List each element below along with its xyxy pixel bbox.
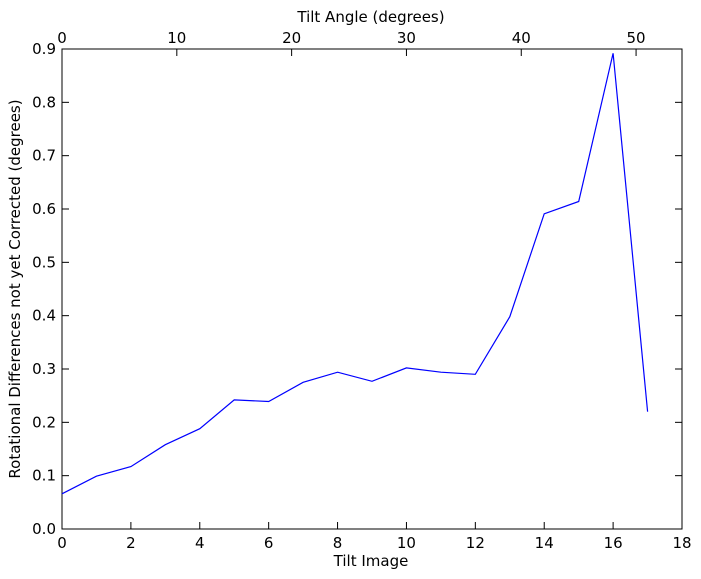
y-axis-title: Rotational Differences not yet Corrected… <box>6 99 24 478</box>
x-tick-label: 4 <box>195 534 205 552</box>
x-axis-title: Tilt Image <box>333 552 409 570</box>
y-tick-label: 0.5 <box>32 253 56 271</box>
x-tick-label: 18 <box>672 534 691 552</box>
top-x-axis-title: Tilt Angle (degrees) <box>296 8 444 26</box>
plot-frame <box>61 48 683 530</box>
x-tick-label: 12 <box>466 534 485 552</box>
x-tick-label: 2 <box>126 534 136 552</box>
plot-area: 0 2 4 6 8 10 12 14 16 18 0 10 20 30 40 50 0.0 0.1 0.2 0.3 0.… <box>32 29 691 552</box>
top-x-tick-label: 0 <box>57 29 67 47</box>
y-tick-label: 0.1 <box>32 467 56 485</box>
top-x-tick-label: 40 <box>512 29 531 47</box>
x-tick-label: 0 <box>57 534 67 552</box>
y-tick-label: 0.6 <box>32 200 56 218</box>
y-tick-label: 0.0 <box>32 520 56 538</box>
y-tick-label: 0.9 <box>32 40 56 58</box>
x-tick-label: 8 <box>333 534 343 552</box>
top-x-tick-label: 20 <box>282 29 301 47</box>
x-tick-label: 14 <box>535 534 554 552</box>
top-x-tick-label: 50 <box>627 29 646 47</box>
y-tick-label: 0.2 <box>32 413 56 431</box>
series-line <box>61 53 649 495</box>
y-tick-label: 0.7 <box>32 147 56 165</box>
x-tick-label: 16 <box>604 534 623 552</box>
y-tick-label: 0.4 <box>32 307 56 325</box>
y-tick-label: 0.3 <box>32 360 56 378</box>
top-x-tick-label: 10 <box>167 29 186 47</box>
top-x-tick-label: 30 <box>397 29 416 47</box>
x-tick-label: 6 <box>264 534 274 552</box>
x-tick-label: 10 <box>397 534 416 552</box>
y-tick-label: 0.8 <box>32 93 56 111</box>
